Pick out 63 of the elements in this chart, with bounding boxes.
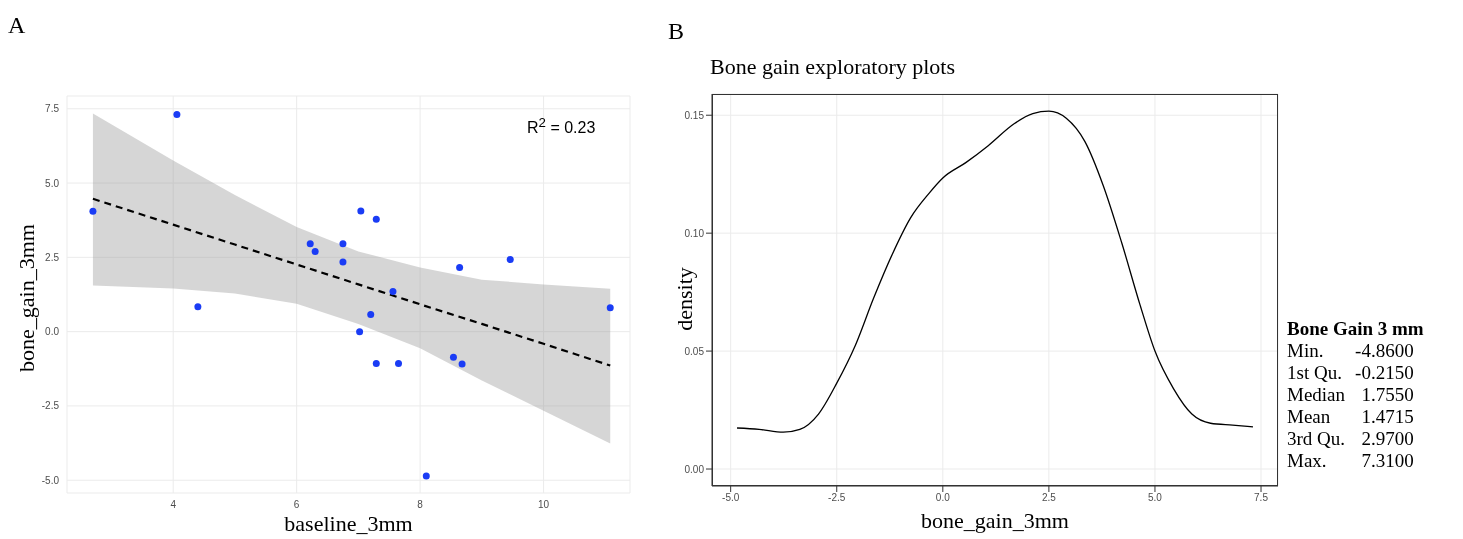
x-tick-label: 6 <box>293 499 300 511</box>
point <box>395 359 402 367</box>
point <box>339 258 347 266</box>
point <box>357 207 365 215</box>
category-label: 1st Qu. <box>1287 362 1343 384</box>
x-tick-label: -2.5 <box>828 492 846 504</box>
x-axis-title: bone_gain_3mm <box>920 508 1070 534</box>
text: B <box>668 18 685 45</box>
y-axis-title: density <box>672 267 698 331</box>
text: 2.9700 <box>1361 428 1414 449</box>
chart-title: Bone gain exploratory plots <box>710 54 956 80</box>
point <box>456 263 464 271</box>
point <box>339 240 347 248</box>
point <box>311 247 319 255</box>
point <box>372 215 380 223</box>
text: A <box>8 12 26 39</box>
text: -0.2150 <box>1355 362 1414 383</box>
x-tick-label: 5.0 <box>1148 492 1163 504</box>
y-tick-label: 0.10 <box>684 227 705 239</box>
line-series <box>91 197 612 367</box>
point <box>367 310 375 318</box>
x-tick-label: 8 <box>417 499 424 511</box>
category-label: Median <box>1287 384 1347 406</box>
y-axis-title: bone_gain_3mm <box>14 224 40 372</box>
x-tick-label: 4 <box>170 499 177 511</box>
point <box>306 240 314 248</box>
point <box>173 110 181 118</box>
x-tick-label: 10 <box>538 499 550 511</box>
line-series <box>736 110 1254 433</box>
category-label: Min. <box>1287 340 1325 362</box>
y-tick-label: 0.05 <box>684 345 705 357</box>
point <box>356 328 364 336</box>
point <box>506 255 514 263</box>
annotation: R$^{2}$ = 0.23 <box>527 115 596 138</box>
category-label: Mean <box>1287 406 1332 428</box>
text: Bone Gain 3 mm <box>1287 318 1425 340</box>
y-tick-label: 7.5 <box>45 103 60 115</box>
x-axis-title: baseline_3mm <box>283 511 414 537</box>
point <box>194 303 202 311</box>
text: 1.4715 <box>1361 406 1414 427</box>
text: -4.8600 <box>1355 340 1414 361</box>
y-tick-label: 2.5 <box>45 251 60 263</box>
x-tick-label: 0.0 <box>935 492 951 504</box>
point <box>422 472 430 480</box>
point <box>89 207 97 215</box>
category-label: Max. <box>1287 450 1328 472</box>
y-tick-label: 5.0 <box>45 177 60 189</box>
y-tick-label: -5.0 <box>41 474 60 486</box>
point <box>389 288 397 296</box>
point <box>606 304 614 312</box>
text: 7.3100 <box>1361 450 1414 471</box>
point <box>372 359 380 367</box>
y-tick-label: 0.0 <box>45 326 60 338</box>
y-tick-label: -2.5 <box>41 400 60 412</box>
x-tick-label: -5.0 <box>722 492 740 504</box>
y-tick-label: 0.15 <box>684 109 705 121</box>
text: 1.7550 <box>1361 384 1414 405</box>
x-tick-label: 7.5 <box>1254 492 1269 504</box>
category-label: 3rd Qu. <box>1287 428 1347 450</box>
y-tick-label: 0.00 <box>684 463 705 475</box>
point <box>449 353 457 361</box>
x-tick-label: 2.5 <box>1041 492 1057 504</box>
point <box>458 360 466 368</box>
